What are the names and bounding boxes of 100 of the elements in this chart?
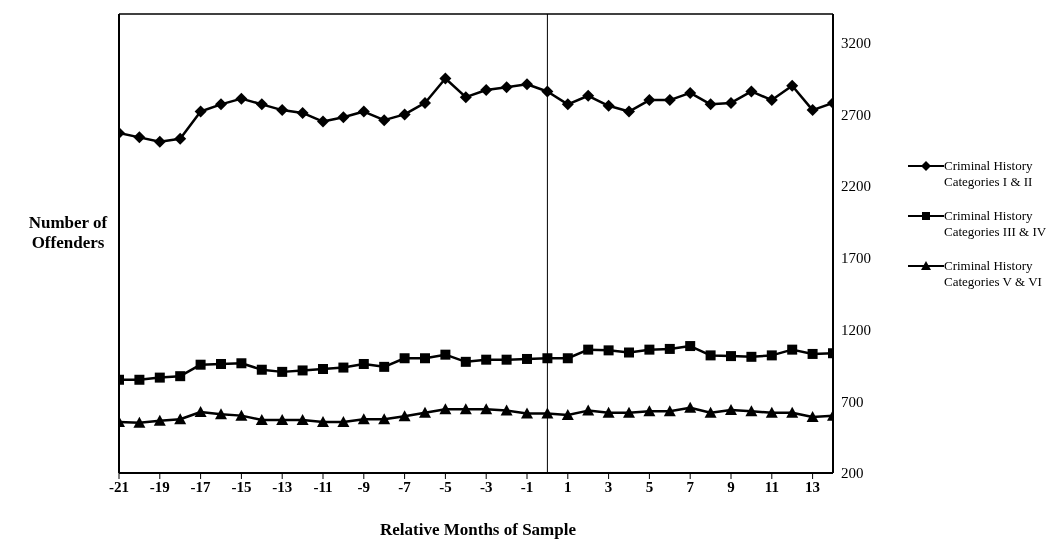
x-tick-label: 3 [604, 478, 613, 495]
point [133, 416, 146, 428]
point [236, 358, 247, 369]
x-tick-label: -19 [149, 478, 170, 495]
point [318, 364, 328, 375]
point [745, 405, 758, 417]
point [379, 361, 390, 372]
x-tick-label: -1 [520, 478, 534, 495]
point [725, 96, 737, 109]
x-tick-label: -17 [190, 478, 212, 495]
point [256, 364, 267, 375]
point [419, 406, 431, 418]
point [725, 403, 737, 415]
point [806, 411, 819, 423]
point [602, 406, 615, 418]
point [255, 413, 268, 425]
x-tick-label: -15 [231, 478, 252, 495]
point [439, 72, 452, 85]
point [542, 353, 553, 364]
point [766, 350, 777, 361]
point [153, 135, 166, 148]
point [460, 356, 471, 367]
y-tick-label: 3200 [841, 35, 871, 52]
point [235, 409, 248, 421]
x-tick-label: -7 [398, 478, 412, 495]
y-tick-label: 700 [841, 393, 864, 410]
point [174, 413, 187, 425]
point [500, 81, 513, 94]
point [663, 405, 676, 417]
point [480, 403, 493, 415]
point [357, 413, 370, 425]
y-axis-title: Number of Offenders [27, 213, 109, 253]
point [175, 371, 186, 382]
x-axis-title: Relative Months of Sample [379, 520, 577, 540]
point [501, 354, 512, 365]
y-tick-label: 1700 [841, 250, 871, 267]
point [746, 351, 757, 362]
point [644, 344, 655, 355]
y-tick-label: 2700 [841, 106, 871, 123]
point [685, 341, 696, 352]
x-tick-label: -13 [272, 478, 293, 495]
point [459, 91, 472, 104]
point [806, 104, 819, 117]
point [277, 366, 288, 377]
point [522, 353, 532, 364]
point [541, 407, 554, 419]
x-tick-label: 13 [805, 478, 821, 495]
point [215, 408, 227, 420]
point [765, 94, 778, 107]
point [440, 349, 451, 360]
point [786, 79, 799, 92]
y-tick-label: 2200 [841, 178, 871, 195]
point [194, 406, 207, 418]
point [296, 106, 309, 119]
point [643, 94, 656, 107]
point [317, 115, 329, 128]
x-tick-label: -21 [109, 478, 129, 495]
point [561, 98, 574, 111]
point [582, 89, 595, 102]
x-tick-label: -3 [479, 478, 493, 495]
point [481, 354, 492, 365]
x-tick-label: -9 [357, 478, 371, 495]
point [398, 108, 411, 121]
point [602, 99, 615, 112]
point [297, 365, 308, 376]
point [583, 344, 594, 355]
point [296, 413, 309, 425]
x-tick-label: 11 [764, 478, 779, 495]
point [521, 78, 533, 91]
point [174, 132, 187, 145]
point [684, 401, 697, 413]
point [521, 407, 533, 419]
y-tick-label: 200 [841, 465, 864, 482]
point [337, 416, 350, 428]
point [216, 358, 226, 369]
point [623, 105, 635, 118]
point [276, 104, 289, 117]
point [439, 403, 452, 415]
point [276, 413, 289, 425]
point [398, 410, 411, 422]
point [561, 408, 574, 420]
point [562, 353, 573, 364]
point [235, 92, 248, 105]
point [378, 413, 391, 425]
x-tick-label: -5 [439, 478, 452, 495]
point [704, 98, 717, 111]
x-tick-label: 1 [564, 478, 572, 495]
point [358, 358, 369, 369]
point [317, 416, 329, 428]
point [643, 405, 656, 417]
point [541, 85, 554, 98]
point [215, 98, 227, 111]
point [357, 105, 370, 118]
point [786, 406, 799, 418]
legend-label: Criminal History Categories III & IV [944, 208, 1048, 240]
point [807, 348, 818, 359]
legend-label: Criminal History Categories V & VI [944, 258, 1043, 290]
point [684, 86, 697, 99]
point [134, 374, 145, 385]
point [420, 353, 430, 364]
